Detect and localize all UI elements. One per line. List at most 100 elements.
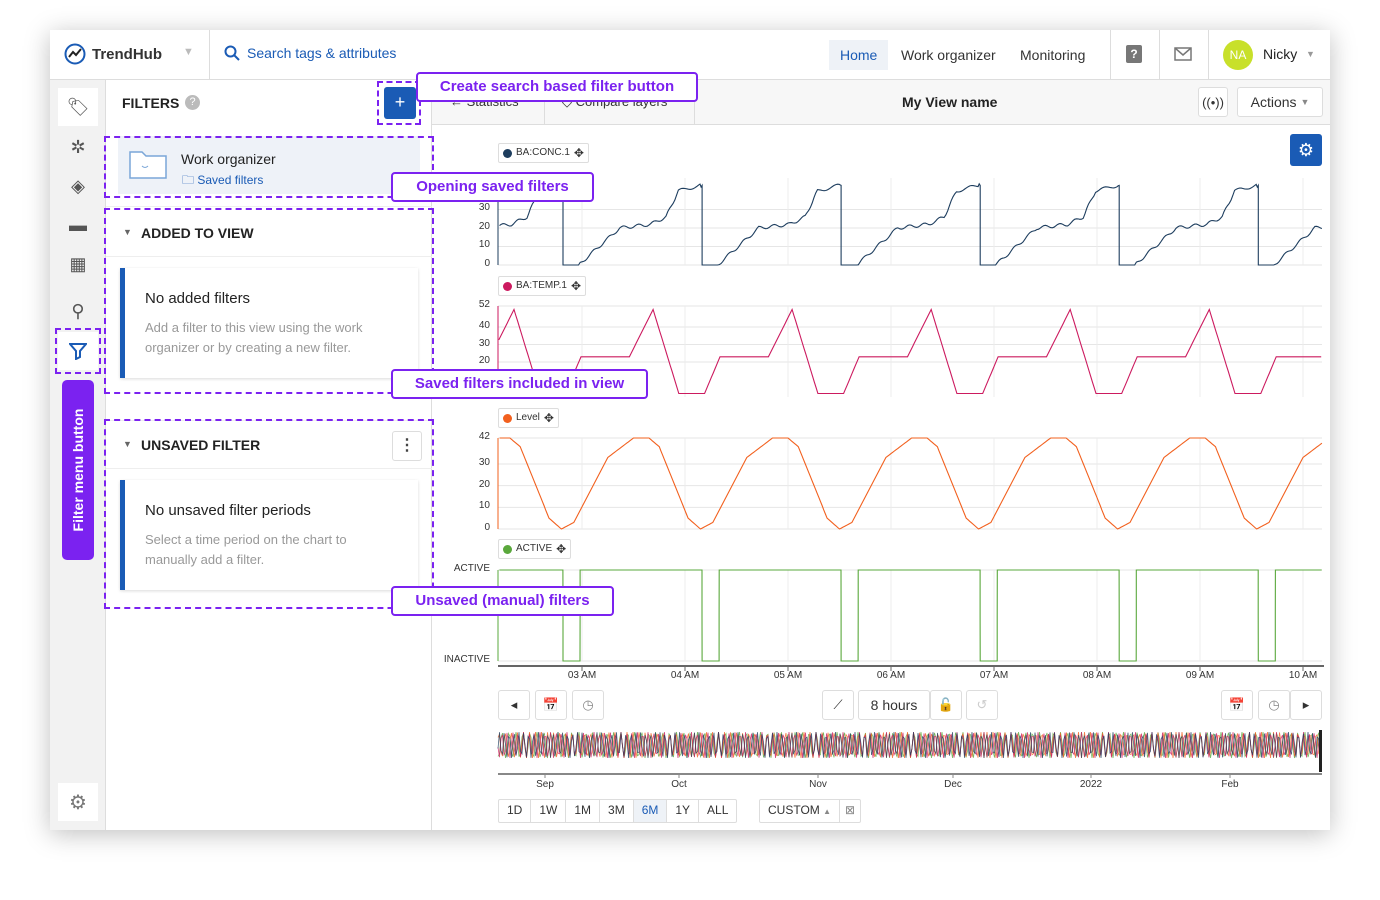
unsaved-filter-title[interactable]: UNSAVED FILTER (141, 437, 261, 453)
range-button-1d[interactable]: 1D (499, 800, 532, 822)
nav-work-organizer[interactable]: Work organizer (901, 47, 996, 63)
history-icon[interactable]: ↺ (966, 690, 998, 720)
move-icon[interactable]: ✥ (573, 146, 584, 160)
top-bar: TrendHub ▼ Search tags & attributes Home… (50, 30, 1330, 80)
empty-text: Add a filter to this view using the work… (145, 320, 363, 355)
navigator-tick-label: Feb (1221, 779, 1239, 790)
series-name: ACTIVE (516, 543, 553, 554)
filter-menu-button[interactable]: Filter menu button (62, 380, 94, 560)
navigator-tick-label: 2022 (1079, 779, 1103, 790)
y-tick-label: ACTIVE (453, 563, 490, 574)
series-legend[interactable]: BA:TEMP.1 ✥ (498, 276, 587, 296)
brand-name: TrendHub (92, 45, 162, 63)
layers-icon[interactable]: ◈ (58, 167, 98, 205)
app-window: TrendHub ▼ Search tags & attributes Home… (50, 30, 1330, 830)
help-icon[interactable]: ? (1126, 45, 1142, 63)
scatter-icon[interactable]: ✲ (58, 128, 98, 166)
brand-logo[interactable]: TrendHub (64, 43, 162, 65)
avatar[interactable]: NA (1223, 40, 1253, 70)
navigator-handle[interactable] (1319, 730, 1322, 772)
nav-monitoring[interactable]: Monitoring (1020, 47, 1086, 63)
clear-icon[interactable]: ⊠ (845, 803, 856, 817)
annotation-saved-in-view: Saved filters included in view (391, 369, 648, 399)
nav-home[interactable]: Home (829, 40, 889, 70)
tag-icon[interactable]: 🏷 (58, 88, 98, 126)
work-organizer-link[interactable]: Work organizer 🗀 Saved filters (118, 136, 420, 194)
empty-title: No added filters (145, 290, 251, 307)
pan-right-button[interactable]: ▸ (1290, 690, 1322, 720)
brand-dropdown-icon[interactable]: ▼ (183, 46, 194, 58)
calendar-icon[interactable]: 📅 (535, 690, 567, 720)
pan-left-button[interactable]: ◂ (498, 690, 530, 720)
calendar-icon[interactable]: 📅 (1221, 690, 1253, 720)
actions-button[interactable]: Actions ▼ (1237, 87, 1323, 117)
y-tick-label: 20 (478, 220, 490, 232)
series-color-dot (503, 413, 512, 423)
y-tick-label: 10 (478, 500, 490, 512)
create-filter-button[interactable]: + (384, 87, 416, 119)
filter-panel: FILTERS ? + Work organizer 🗀 Saved filte… (106, 80, 432, 830)
broadcast-icon[interactable]: ((•)) (1198, 87, 1228, 117)
range-button-3m[interactable]: 3M (600, 800, 634, 822)
series-name: Level (516, 412, 540, 423)
filters-title: FILTERS (122, 95, 180, 111)
series-legend[interactable]: Level ✥ (498, 408, 559, 428)
y-tick-label: 10 (478, 239, 490, 251)
custom-range[interactable]: CUSTOM ▲ ⊠ (759, 799, 862, 823)
search-icon[interactable]: ⚲ (58, 292, 98, 330)
x-tick-label: 04 AM (670, 670, 700, 681)
custom-range-button[interactable]: CUSTOM ▲ (760, 800, 841, 822)
series-name: BA:CONC.1 (516, 147, 570, 158)
move-icon[interactable]: ✥ (556, 542, 567, 556)
range-button-all[interactable]: ALL (707, 803, 729, 817)
gear-icon[interactable]: ⚙ (58, 783, 98, 821)
range-button-6m[interactable]: 6M (633, 800, 668, 822)
icon-rail: 🏷 ✲ ◈ ▬ ▦ ⚲ Filter menu button ⚙ (50, 80, 106, 830)
search-icon (224, 45, 240, 61)
trendhub-logo-icon (64, 43, 86, 65)
y-tick-label: 40 (478, 320, 490, 331)
navigator-series (497, 731, 1321, 759)
annotation-unsaved-filters: Unsaved (manual) filters (391, 586, 614, 616)
mail-icon[interactable] (1174, 47, 1192, 61)
unsaved-filters-empty-card: No unsaved filter periods Select a time … (120, 480, 418, 590)
series-line-ba-conc-1 (499, 182, 1323, 266)
range-button-1m[interactable]: 1M (566, 800, 601, 822)
move-icon[interactable]: ✥ (543, 411, 554, 425)
series-line-ba-temp-1 (498, 308, 1322, 395)
range-button-1y[interactable]: 1Y (667, 800, 700, 822)
comment-icon[interactable]: ▬ (58, 206, 98, 244)
series-line-active (499, 569, 1322, 662)
navigator-tick-label: Nov (809, 779, 827, 790)
trend-chart[interactable] (50, 30, 1330, 830)
collapse-chevron-icon[interactable]: ▼ (123, 439, 132, 449)
saved-filters-link[interactable]: 🗀 Saved filters (182, 173, 264, 187)
clock-icon[interactable]: ◷ (1258, 690, 1290, 720)
y-tick-label: 20 (478, 355, 490, 366)
help-icon[interactable]: ? (185, 95, 200, 110)
added-to-view-title[interactable]: ADDED TO VIEW (141, 225, 254, 241)
user-name[interactable]: Nicky (1263, 46, 1298, 62)
collapse-chevron-icon[interactable]: ▼ (123, 227, 132, 237)
x-tick-label: 09 AM (1185, 670, 1215, 681)
x-tick-label: 06 AM (876, 670, 906, 681)
more-options-button[interactable]: ⋮ (392, 431, 422, 461)
filter-icon[interactable] (58, 332, 98, 370)
series-legend[interactable]: ACTIVE ✥ (498, 539, 572, 559)
user-menu-chevron-icon[interactable]: ▼ (1306, 49, 1315, 59)
search-input[interactable]: Search tags & attributes (224, 45, 396, 61)
view-name[interactable]: My View name (902, 94, 998, 110)
series-color-dot (503, 544, 512, 554)
chart-scale-icon[interactable]: ⟋ (822, 690, 854, 720)
window-duration[interactable]: 8 hours (858, 690, 930, 720)
range-button-1w[interactable]: 1W (531, 800, 567, 822)
y-tick-label: INACTIVE (443, 654, 490, 665)
navigator-tick-label: Sep (536, 779, 554, 790)
lock-icon[interactable]: 🔓 (930, 690, 962, 720)
clock-icon[interactable]: ◷ (572, 690, 604, 720)
chart-settings-gear-icon[interactable]: ⚙ (1290, 134, 1322, 166)
dashboard-icon[interactable]: ▦ (58, 245, 98, 283)
series-legend[interactable]: BA:CONC.1 ✥ (498, 143, 589, 163)
move-icon[interactable]: ✥ (570, 279, 582, 293)
series-line-level (499, 437, 1323, 530)
